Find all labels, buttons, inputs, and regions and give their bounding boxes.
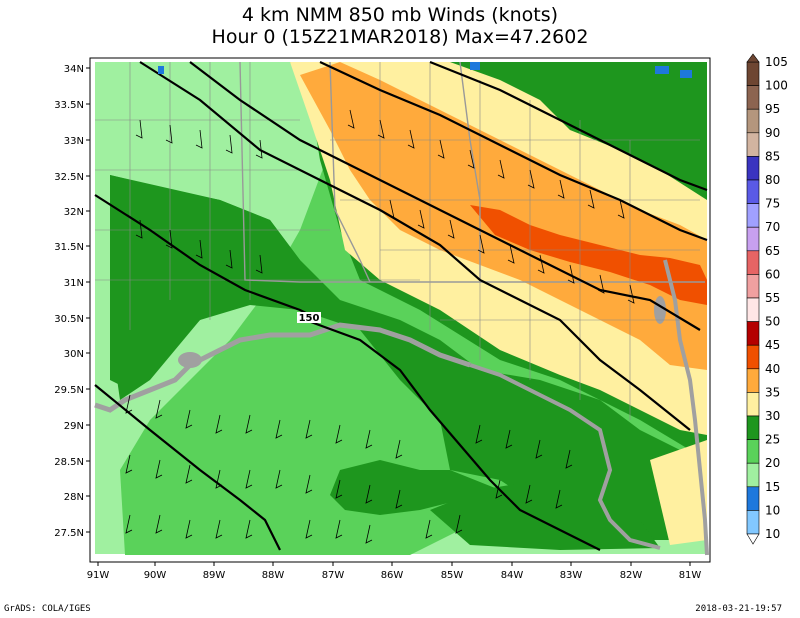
- coastline-florida-west: [469, 363, 661, 550]
- colorbar-swatch: [746, 297, 760, 322]
- lat-label: 34N: [64, 64, 84, 75]
- colorbar-swatch: [746, 415, 760, 440]
- lon-label: 84W: [501, 570, 524, 581]
- colorbar-label: 30: [765, 409, 780, 423]
- plot-frame: [89, 57, 711, 563]
- colorbar-label: 60: [765, 267, 780, 281]
- lon-label: 85W: [441, 570, 464, 581]
- latitude-ticks: [86, 67, 90, 533]
- lat-label: 31.5N: [54, 242, 84, 253]
- colorbar-swatch: [746, 108, 760, 134]
- colorbar-label: 20: [765, 456, 780, 470]
- colorbar-label: 45: [765, 338, 780, 352]
- coastline: [94, 322, 471, 413]
- lake-top-right-2: [680, 70, 692, 78]
- lake-top-middle: [470, 62, 480, 70]
- colorbar-swatch: [746, 510, 760, 535]
- lon-label: 86W: [381, 570, 404, 581]
- colorbar-swatch: [746, 85, 760, 110]
- colorbar-label: 35: [765, 385, 780, 399]
- latitude-axis: 34N 33.5N 33N 32.5N 32N 31.5N 31N 30.5N …: [54, 64, 84, 539]
- colorbar-swatch: [746, 439, 760, 464]
- map-title-line1: 4 km NMM 850 mb Winds (knots): [241, 4, 559, 26]
- colorbar-label: 25: [765, 433, 780, 447]
- colorbar-swatch: [746, 321, 760, 346]
- colorbar-bottom-arrow: [746, 533, 760, 545]
- state-boundaries: [239, 61, 705, 283]
- lat-label: 28.5N: [54, 457, 84, 468]
- colorbar-label: 105: [765, 55, 788, 69]
- colorbar-label: 80: [765, 173, 780, 187]
- shade-45-50: [470, 205, 707, 305]
- lat-label: 33.5N: [54, 100, 84, 111]
- lon-label: 91W: [87, 570, 110, 581]
- lat-label: 32.5N: [54, 172, 84, 183]
- lake-top-left: [158, 66, 164, 74]
- colorbar: 100 95 90 85 80 75 70 65 60 55 50 45 40 35 30 25 20 15 10 1…: [746, 53, 788, 545]
- colorbar-swatch: [746, 486, 760, 511]
- longitude-ticks: [97, 562, 691, 566]
- colorbar-swatch: [746, 368, 760, 393]
- lat-label: 30.5N: [54, 314, 84, 325]
- colorbar-label: 100: [765, 79, 788, 93]
- contour-label: 150: [299, 313, 320, 324]
- lon-label: 90W: [144, 570, 167, 581]
- colorbar-swatch: [746, 61, 760, 86]
- colorbar-label: 90: [765, 126, 780, 140]
- shade-35-40-se: [650, 440, 707, 545]
- lat-label: 29N: [64, 421, 84, 432]
- colorbar-label: 70: [765, 220, 780, 234]
- lon-label: 88W: [262, 570, 285, 581]
- lat-label: 31N: [64, 278, 84, 289]
- colorbar-swatch: [746, 344, 760, 370]
- lat-label: 28N: [64, 492, 84, 503]
- colorbar-swatch: [746, 274, 760, 299]
- county-boundaries: [95, 62, 700, 420]
- colorbar-swatch: [746, 462, 760, 488]
- colorbar-label: 95: [765, 102, 780, 116]
- longitude-axis: 91W 90W 89W 88W 87W 86W 85W 84W 83W 82W …: [87, 570, 702, 581]
- lon-label: 89W: [203, 570, 226, 581]
- colorbar-label: 65: [765, 244, 780, 258]
- lat-label: 33N: [64, 136, 84, 147]
- lat-label: 29.5N: [54, 385, 84, 396]
- colorbar-top-cap: [746, 53, 760, 63]
- wind-barbs: [125, 109, 635, 544]
- shade-30-35-south-east: [430, 480, 660, 550]
- lon-label: 87W: [322, 570, 345, 581]
- lon-label: 81W: [679, 570, 702, 581]
- colorbar-swatch: [746, 156, 760, 181]
- lat-label: 32N: [64, 207, 84, 218]
- shade-30-35-south: [330, 460, 500, 515]
- footer-timestamp: 2018-03-21-19:57: [695, 604, 782, 614]
- colorbar-label: 85: [765, 149, 780, 163]
- colorbar-swatch: [746, 132, 760, 157]
- colorbar-label: 75: [765, 197, 780, 211]
- coastline-atlantic: [663, 259, 709, 556]
- colorbar-swatch: [746, 203, 760, 228]
- colorbar-label: 50: [765, 315, 780, 329]
- colorbar-swatch: [746, 250, 760, 275]
- colorbar-bottom-label: 10: [765, 527, 780, 541]
- footer-credit: GrADS: COLA/IGES: [4, 604, 91, 614]
- contour-label-bg: [297, 312, 321, 323]
- colorbar-label: 10: [765, 503, 780, 517]
- lon-label: 83W: [560, 570, 583, 581]
- colorbar-swatch: [746, 392, 760, 417]
- colorbar-label: 55: [765, 291, 780, 305]
- colorbar-label: 40: [765, 362, 780, 376]
- lat-label: 30N: [64, 349, 84, 360]
- map-title-line2: Hour 0 (15Z21MAR2018) Max=47.2602: [211, 26, 589, 48]
- lake-top-right: [655, 66, 669, 74]
- colorbar-swatch: [746, 179, 760, 204]
- colorbar-swatch: [746, 226, 760, 252]
- wind-speed-field: 150: [90, 58, 710, 562]
- lat-label: 27.5N: [54, 528, 84, 539]
- lake-pontchartrain: [178, 352, 202, 368]
- colorbar-label: 15: [765, 480, 780, 494]
- shade-30-35-west: [110, 175, 300, 390]
- lon-label: 82W: [620, 570, 643, 581]
